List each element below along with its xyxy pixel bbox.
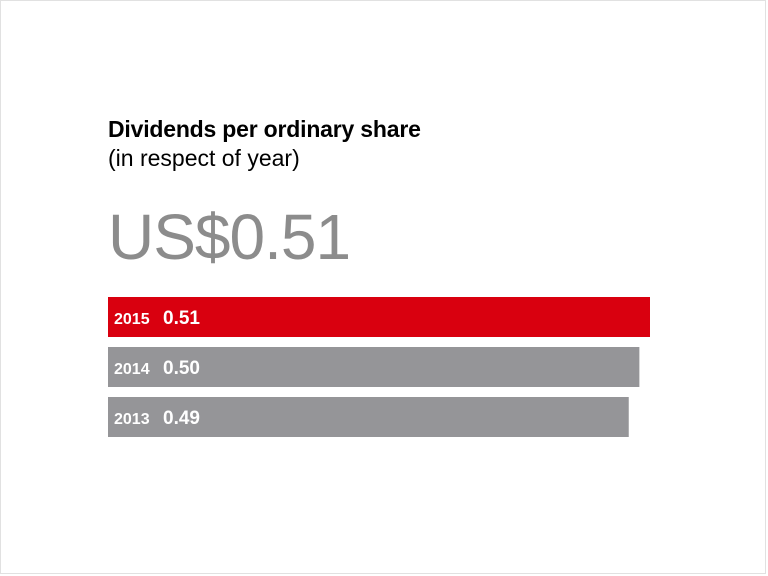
bar-category-label-2013: 2013: [114, 411, 150, 428]
headline-value: US$0.51: [108, 201, 351, 273]
bar-value-label-2013: 0.49: [163, 408, 200, 429]
bar-group-2014: 2014 0.50: [108, 347, 640, 387]
bar-group-2013: 2013 0.49: [108, 397, 629, 437]
bar-category-label-2015: 2015: [114, 311, 150, 328]
bar-value-label-2014: 0.50: [163, 358, 200, 379]
bar-category-label-2014: 2014: [114, 361, 150, 378]
chart-subtitle: (in respect of year): [108, 145, 300, 171]
bar-group-2015: 2015 0.51: [108, 297, 650, 337]
bar-value-label-2015: 0.51: [163, 308, 200, 329]
chart-title: Dividends per ordinary share: [108, 116, 421, 142]
bar-2014: [108, 347, 640, 387]
bar-2015: [108, 297, 650, 337]
bar-2013: [108, 397, 629, 437]
